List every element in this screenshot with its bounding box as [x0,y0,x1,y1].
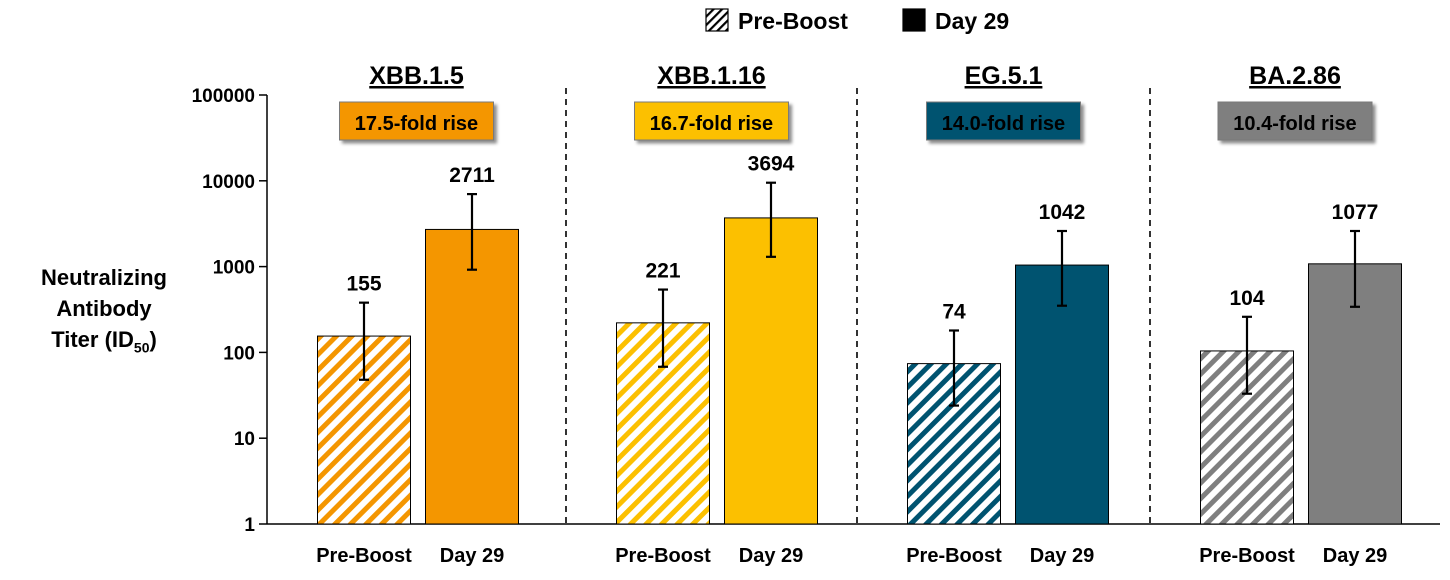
data-label-xbb-1-5-pre-boost: 155 [346,273,381,296]
fold-rise-label-eg-5-1: 14.0-fold rise [942,113,1065,135]
y-axis-label-close: ) [149,327,157,352]
y-axis-label-line-2: Antibody [56,296,152,321]
group-title-xbb-1-5: XBB.1.5 [369,62,464,90]
fold-rise-label-xbb-1-16: 16.7-fold rise [650,113,773,135]
x-tick-label-xbb-1-5-day-29: Day 29 [440,545,505,567]
data-label-ba-2-86-pre-boost: 104 [1229,287,1264,310]
fold-rise-box-ba-2-86 [1217,101,1373,141]
bar-eg-5-1-day-29 [1015,264,1109,525]
legend-swatch-day-29 [902,8,926,32]
fold-rise-box-eg-5-1 [926,101,1081,141]
bar-xbb-1-16-day-29 [724,217,818,525]
x-tick-label-xbb-1-16-day-29: Day 29 [739,545,804,567]
data-label-xbb-1-5-day-29: 2711 [449,164,495,187]
y-tick-label-100: 100 [223,343,255,364]
x-tick-label-xbb-1-5-pre-boost: Pre-Boost [316,545,412,567]
x-tick-label-ba-2-86-pre-boost: Pre-Boost [1199,545,1295,567]
x-tick-label-xbb-1-16-pre-boost: Pre-Boost [615,545,711,567]
y-axis-label-line-1: Neutralizing [41,265,167,290]
group-title-xbb-1-16: XBB.1.16 [657,62,765,90]
y-axis-label-line-3: Titer (ID50) [14,324,194,363]
x-tick-label-eg-5-1-pre-boost: Pre-Boost [906,545,1002,567]
data-label-eg-5-1-day-29: 1042 [1039,201,1086,224]
x-tick-label-ba-2-86-day-29: Day 29 [1323,545,1388,567]
data-label-xbb-1-16-pre-boost: 221 [645,260,680,283]
fold-rise-label-ba-2-86: 10.4-fold rise [1233,113,1356,135]
y-tick-label-1: 1 [244,515,255,536]
x-tick-label-eg-5-1-day-29: Day 29 [1030,545,1095,567]
y-axis-label-subscript: 50 [133,339,150,356]
legend-label-day-29: Day 29 [935,8,1009,34]
group-title-eg-5-1: EG.5.1 [965,62,1043,90]
y-tick-label-10: 10 [234,429,255,450]
y-axis-label: Neutralizing Antibody Titer (ID50) [14,262,194,363]
fold-rise-box-xbb-1-16 [634,101,789,141]
legend-label-pre-boost: Pre-Boost [738,8,848,34]
group-title-ba-2-86: BA.2.86 [1249,62,1341,90]
data-label-xbb-1-16-day-29: 3694 [748,153,795,176]
bar-xbb-1-5-day-29 [425,228,519,525]
y-tick-label-10000: 10000 [202,172,255,193]
data-label-ba-2-86-day-29: 1077 [1332,201,1379,224]
y-tick-label-1000: 1000 [213,258,255,279]
legend-swatch-pre-boost [705,8,729,32]
y-tick-label-100000: 100000 [192,86,255,107]
fold-rise-label-xbb-1-5: 17.5-fold rise [355,113,478,135]
y-axis-label-line-3-text: Titer (ID [51,327,134,352]
fold-rise-box-xbb-1-5 [339,101,494,141]
data-label-eg-5-1-pre-boost: 74 [942,300,966,323]
